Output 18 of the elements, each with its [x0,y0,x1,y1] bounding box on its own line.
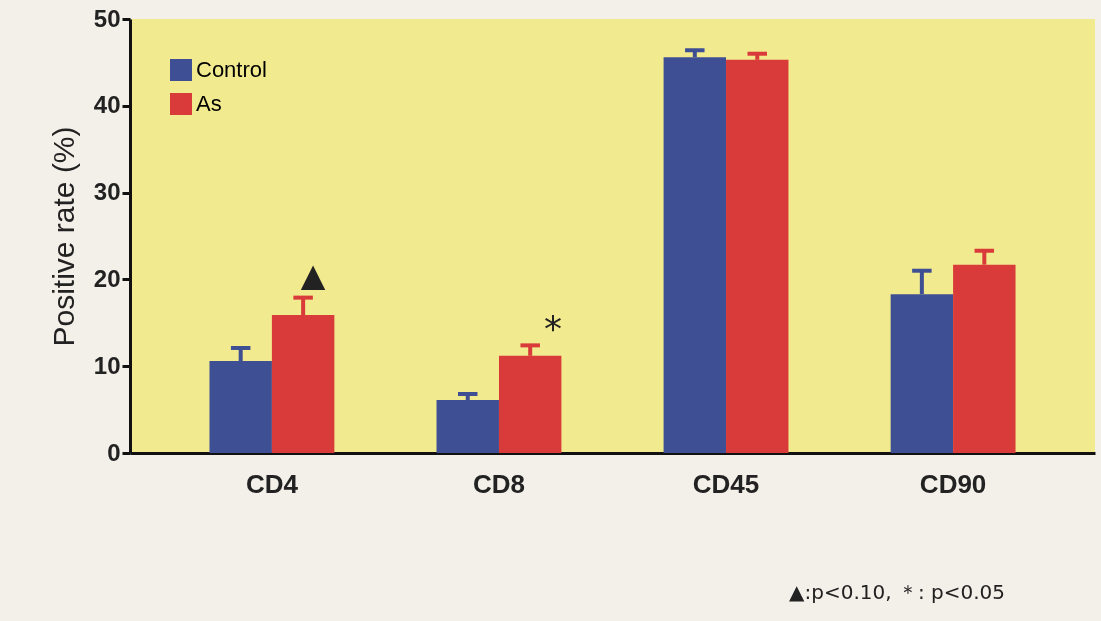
x-tick-label: CD90 [919,468,987,499]
bar [726,59,789,453]
y-tick-label: 20 [93,264,121,292]
x-tick-label: CD4 [245,468,299,499]
y-tick-label: 0 [107,438,121,466]
y-tick-label: 40 [93,91,121,119]
bar [436,400,499,453]
annotation: * [544,308,562,349]
text: ▲:p<0.10, ＊: p<0.05 [789,580,1005,604]
y-tick-label: 30 [93,178,121,206]
y-tick-label: 10 [93,351,121,379]
legend-label: As [196,91,222,116]
x-tick-label: CD8 [472,468,525,499]
y-tick-label: 50 [93,4,121,32]
legend-label: Control [196,57,267,82]
annotation: ▲ [300,256,326,294]
y-axis-title: Positive rate (%) [46,126,80,347]
x-tick-label: CD45 [692,468,760,499]
